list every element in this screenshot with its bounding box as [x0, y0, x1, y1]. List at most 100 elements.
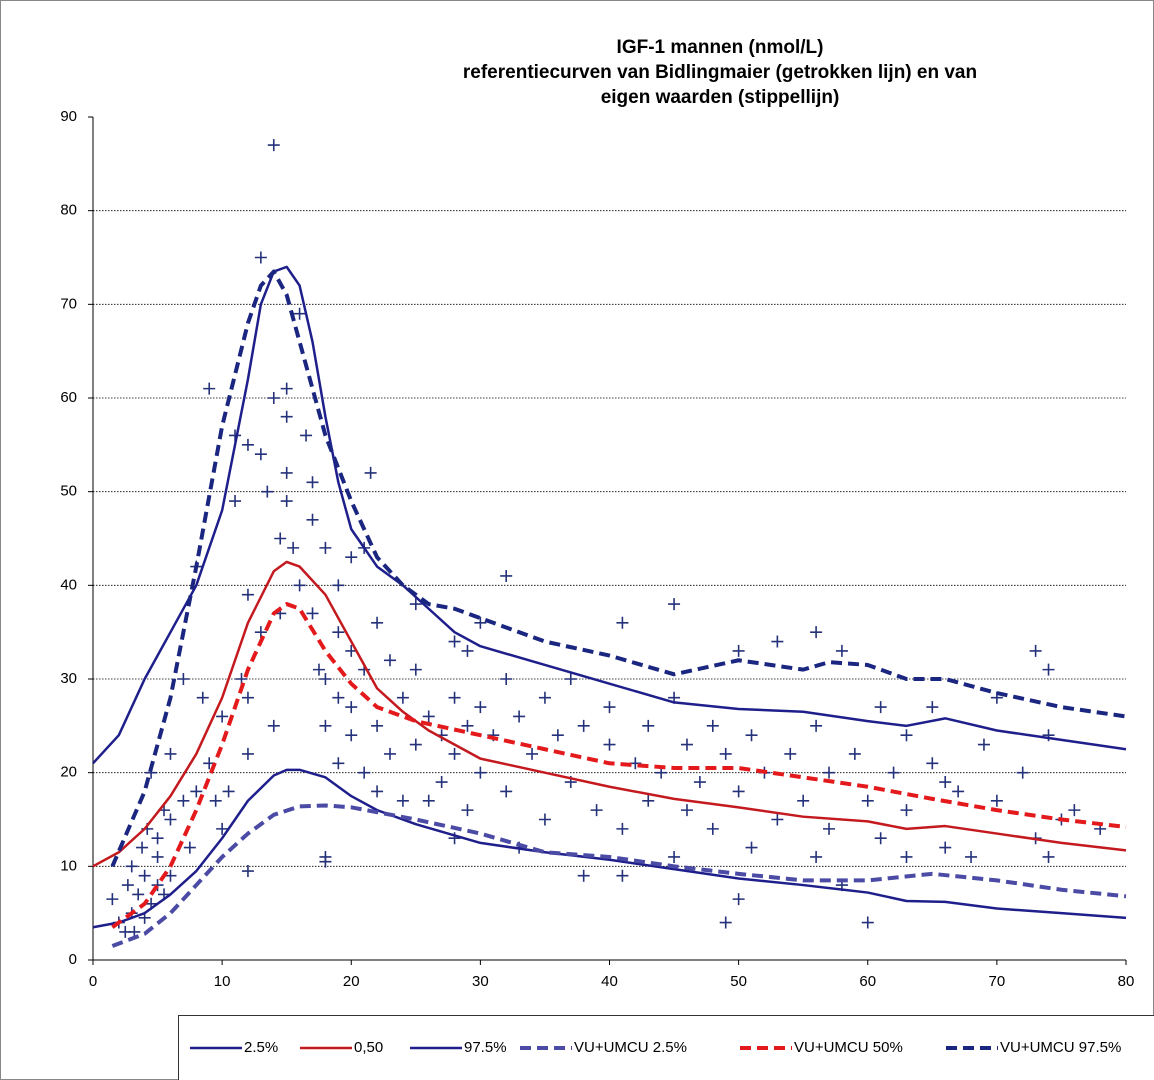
data-point — [332, 757, 345, 770]
data-point — [500, 785, 513, 798]
data-point — [719, 747, 732, 760]
data-point — [1068, 804, 1081, 817]
data-point — [254, 251, 267, 264]
x-tick-label: 80 — [1118, 973, 1135, 990]
data-point — [551, 729, 564, 742]
data-point — [306, 607, 319, 620]
data-point — [1029, 644, 1042, 657]
data-point — [280, 466, 293, 479]
data-point — [136, 841, 149, 854]
data-point — [732, 785, 745, 798]
data-point — [668, 850, 681, 863]
chart-title: IGF-1 mannen (nmol/L) — [617, 37, 824, 58]
data-point — [538, 813, 551, 826]
x-tick-label: 0 — [89, 973, 97, 990]
data-point — [448, 691, 461, 704]
data-point — [106, 893, 119, 906]
data-point — [151, 879, 164, 892]
series-line — [110, 269, 1127, 868]
y-tick-label: 70 — [60, 295, 77, 312]
y-tick-label: 50 — [60, 483, 77, 500]
data-point — [680, 804, 693, 817]
data-point — [229, 495, 242, 508]
x-tick-label: 50 — [730, 973, 747, 990]
data-point — [771, 813, 784, 826]
data-point — [164, 813, 177, 826]
data-point — [513, 710, 526, 723]
data-point — [138, 869, 151, 882]
data-point — [332, 691, 345, 704]
y-tick-label: 30 — [60, 670, 77, 687]
data-point — [435, 776, 448, 789]
data-point — [254, 626, 267, 639]
data-point — [183, 841, 196, 854]
chart-title: referentiecurven van Bidlingmaier (getro… — [463, 62, 977, 83]
data-point — [216, 822, 229, 835]
data-point — [332, 626, 345, 639]
x-tick-label: 70 — [989, 973, 1006, 990]
data-point — [461, 804, 474, 817]
legend-label: 2.5% — [244, 1039, 278, 1056]
data-point — [306, 476, 319, 489]
data-point — [526, 747, 539, 760]
data-point — [177, 794, 190, 807]
x-tick-label: 60 — [859, 973, 876, 990]
data-point — [280, 410, 293, 423]
data-point — [409, 663, 422, 676]
data-point — [823, 766, 836, 779]
data-point — [797, 794, 810, 807]
data-point — [190, 785, 203, 798]
data-point — [409, 598, 422, 611]
data-point — [564, 673, 577, 685]
data-point — [345, 701, 358, 714]
data-point — [319, 855, 332, 868]
legend-label: VU+UMCU 50% — [794, 1039, 903, 1056]
data-point — [121, 879, 134, 892]
data-point — [241, 747, 254, 760]
data-point — [939, 841, 952, 854]
data-point — [835, 644, 848, 657]
data-point — [616, 822, 629, 835]
data-point — [900, 804, 913, 817]
data-point — [151, 832, 164, 845]
data-point — [383, 747, 396, 760]
data-point — [668, 598, 681, 611]
data-point — [254, 448, 267, 461]
data-point — [164, 869, 177, 882]
data-point — [312, 663, 325, 676]
data-point — [926, 757, 939, 770]
data-point — [371, 616, 384, 629]
data-point — [939, 776, 952, 789]
x-tick-label: 30 — [472, 973, 489, 990]
data-point — [616, 869, 629, 882]
data-point — [371, 785, 384, 798]
data-point — [196, 691, 209, 704]
data-point — [642, 719, 655, 732]
data-point — [732, 893, 745, 906]
data-point — [874, 832, 887, 845]
data-point — [1016, 766, 1029, 779]
data-point — [461, 719, 474, 732]
data-point — [1042, 663, 1055, 676]
legend-label: VU+UMCU 2.5% — [574, 1039, 687, 1056]
data-point — [538, 691, 551, 704]
data-point — [293, 579, 306, 592]
data-point — [409, 738, 422, 751]
data-point — [732, 644, 745, 657]
data-point — [203, 382, 216, 395]
y-tick-label: 90 — [60, 108, 77, 125]
data-point — [300, 429, 313, 442]
series-line — [111, 803, 1127, 948]
data-point — [590, 804, 603, 817]
data-point — [358, 766, 371, 779]
data-point — [616, 616, 629, 629]
data-point — [319, 541, 332, 554]
data-point — [287, 541, 300, 554]
data-point — [874, 701, 887, 714]
data-point — [1042, 850, 1055, 863]
data-point — [267, 719, 280, 732]
x-tick-label: 10 — [214, 973, 231, 990]
data-point — [642, 794, 655, 807]
